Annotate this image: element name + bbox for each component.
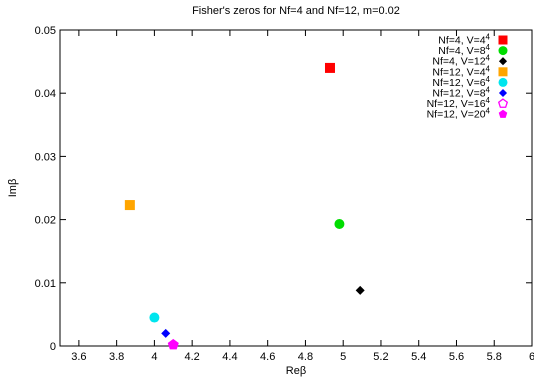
y-tick-label: 0.01 — [35, 278, 56, 290]
data-point — [161, 328, 171, 338]
y-tick-label: 0.05 — [35, 25, 56, 37]
legend-label-exponent: 4 — [486, 86, 491, 95]
legend-label: Nf=12, V=204 — [427, 107, 491, 121]
x-tick-label: 4.8 — [298, 351, 313, 363]
x-tick-label: 5.8 — [487, 351, 502, 363]
legend-marker — [498, 57, 508, 66]
data-points — [124, 62, 365, 350]
x-tick-label: 4.6 — [260, 351, 275, 363]
legend-label: Nf=12, V=84 — [432, 86, 490, 100]
x-tick-label: 3.6 — [71, 351, 86, 363]
legend-label-text: Nf=12, V=6 — [432, 77, 485, 89]
legend-label-text: Nf=4, V=8 — [438, 45, 485, 57]
legend-label-exponent: 4 — [486, 33, 491, 42]
legend-marker — [498, 109, 508, 118]
legend-label: Nf=4, V=44 — [438, 33, 490, 47]
legend-label-exponent: 4 — [486, 75, 491, 84]
x-tick-label: 5 — [340, 351, 346, 363]
x-tick-label: 5.6 — [449, 351, 464, 363]
plot-frame — [59, 29, 533, 347]
legend-marker — [498, 88, 508, 98]
y-tick-label: 0.04 — [35, 88, 56, 100]
legend-label: Nf=4, V=124 — [432, 54, 490, 68]
legend-label-exponent: 4 — [486, 64, 491, 73]
legend-marker — [497, 98, 509, 108]
x-tick-label: 5.4 — [411, 351, 426, 363]
x-tick-label: 5.2 — [373, 351, 388, 363]
legend-marker — [498, 77, 508, 87]
legend-marker — [498, 46, 508, 56]
legend-label-exponent: 4 — [486, 107, 491, 116]
legend-label-text: Nf=12, V=8 — [432, 88, 485, 100]
data-point — [149, 312, 160, 323]
y-tick-label: 0.03 — [35, 151, 56, 163]
y-axis-label: Imβ — [7, 179, 19, 198]
y-tick-label: 0.02 — [35, 215, 56, 227]
legend-label-text: Nf=4, V=4 — [438, 35, 485, 47]
legend-label-text: Nf=12, V=20 — [427, 109, 486, 121]
data-point — [168, 339, 179, 349]
y-axis: 0 0.01 0.02 0.03 0.04 0.05 — [35, 25, 532, 353]
x-axis: 3.6 3.8 4 4.2 4.4 4.6 4.8 5 5.2 5.4 5.6 5.8 6 — [71, 30, 534, 363]
legend-label: Nf=12, V=64 — [432, 75, 490, 89]
data-point — [324, 62, 335, 73]
x-tick-label: 3.8 — [109, 351, 124, 363]
x-axis-label: Reβ — [286, 365, 306, 377]
legend-label-text: Nf=4, V=12 — [432, 56, 485, 68]
legend-label-exponent: 4 — [486, 54, 491, 63]
data-point — [355, 285, 365, 295]
legend-marker — [498, 35, 508, 45]
x-tick-label: 6 — [529, 351, 534, 363]
data-point — [124, 200, 135, 211]
legend-label-exponent: 4 — [486, 96, 491, 105]
data-point — [334, 219, 345, 230]
legend-label-exponent: 4 — [486, 43, 491, 52]
legend-label: Nf=12, V=44 — [432, 64, 490, 78]
x-tick-label: 4 — [151, 351, 157, 363]
x-tick-label: 4.2 — [185, 351, 200, 363]
x-tick-label: 4.4 — [222, 351, 237, 363]
legend-label: Nf=12, V=164 — [427, 96, 491, 110]
chart-title: Fisher's zeros for Nf=4 and Nf=12, m=0.0… — [192, 5, 400, 17]
y-tick-label: 0 — [50, 341, 56, 353]
legend-marker — [498, 67, 508, 77]
legend-label-text: Nf=12, V=16 — [427, 98, 486, 110]
legend-label-text: Nf=12, V=4 — [432, 66, 485, 78]
legend-label: Nf=4, V=84 — [438, 43, 490, 57]
